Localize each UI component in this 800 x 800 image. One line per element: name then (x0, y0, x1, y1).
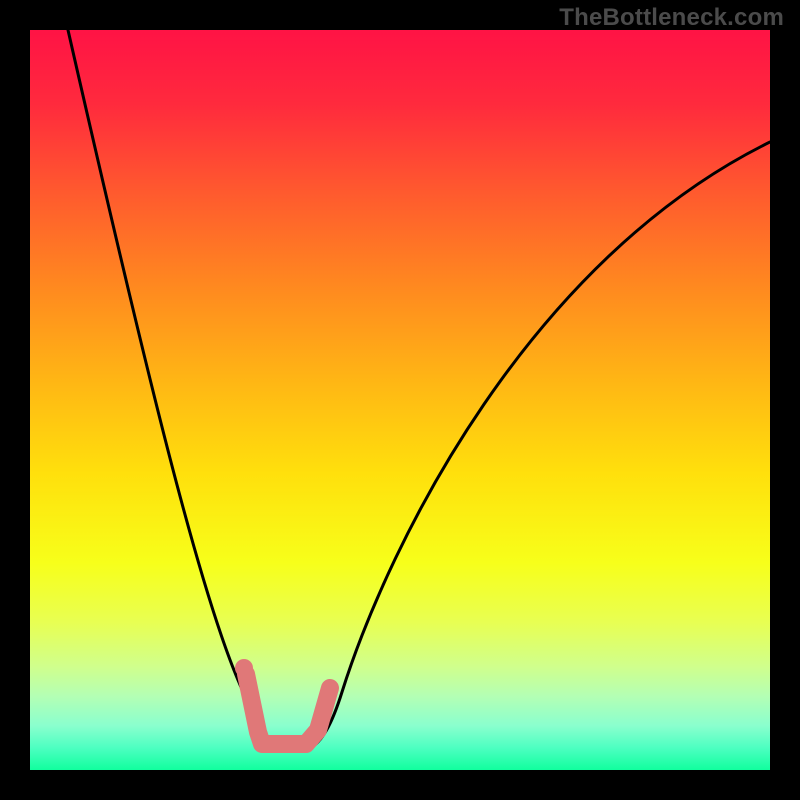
plot-area (30, 30, 770, 770)
watermark-text: TheBottleneck.com (559, 4, 784, 32)
curve-layer (30, 30, 770, 770)
chart-frame: TheBottleneck.com (0, 0, 800, 800)
bottleneck-curve (68, 30, 770, 748)
marker-blob (246, 674, 330, 744)
marker-dot (235, 659, 253, 677)
